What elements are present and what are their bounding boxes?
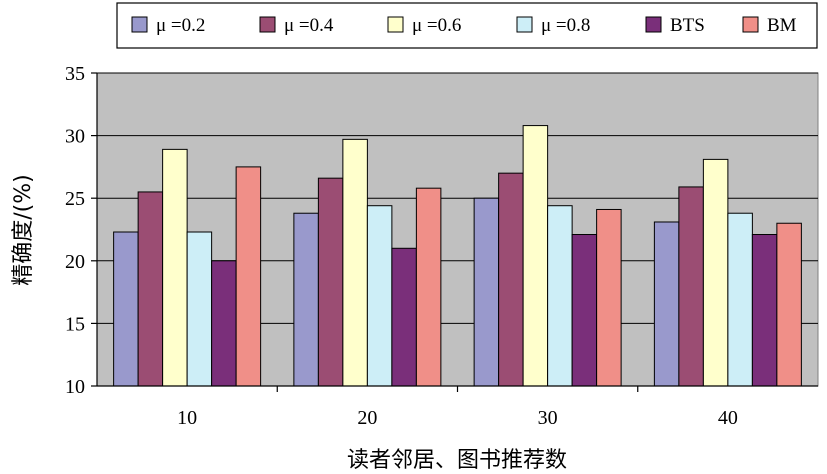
legend-swatch — [387, 16, 404, 33]
y-tick-label: 25 — [65, 188, 85, 210]
x-tick-label: 10 — [177, 407, 197, 429]
legend-swatch — [131, 16, 148, 33]
y-tick-label: 30 — [65, 126, 85, 148]
bar — [473, 197, 500, 387]
bar — [186, 231, 213, 387]
bar — [653, 221, 680, 387]
legend-swatch — [742, 16, 759, 33]
bar — [678, 186, 704, 387]
bar — [293, 212, 319, 387]
bar — [571, 234, 598, 387]
x-tick-label: 40 — [718, 407, 738, 429]
legend-swatch — [259, 16, 276, 33]
bar — [498, 172, 524, 387]
bar — [547, 205, 573, 387]
bar — [342, 138, 368, 387]
y-tick-label: 15 — [65, 313, 85, 335]
bar — [596, 208, 622, 387]
bar — [162, 148, 188, 387]
bar — [702, 158, 729, 387]
legend-swatch — [516, 16, 533, 33]
legend-label: BTS — [670, 15, 705, 36]
y-tick-label: 35 — [65, 63, 85, 85]
bar — [137, 191, 164, 387]
y-tick-label: 10 — [65, 376, 85, 398]
y-axis-title: 精确度/(%) — [11, 174, 36, 285]
legend-box — [116, 2, 818, 49]
bar — [415, 187, 442, 387]
x-tick-label: 30 — [538, 407, 558, 429]
bar — [727, 212, 753, 387]
bar — [522, 125, 549, 387]
legend-label: μ =0.4 — [284, 15, 334, 36]
bar — [776, 222, 802, 387]
bar — [317, 177, 344, 387]
x-axis-title: 读者邻居、图书推荐数 — [347, 448, 567, 473]
bar — [235, 166, 262, 387]
legend-label: μ =0.8 — [541, 15, 590, 36]
y-axis-ticks: 10 15 20 25 30 35 — [65, 63, 97, 398]
bar — [391, 247, 417, 387]
bar — [211, 260, 237, 387]
bar — [113, 231, 139, 387]
bar — [366, 205, 393, 387]
bar — [751, 234, 778, 387]
x-axis-ticks: 10 20 30 40 — [177, 386, 738, 429]
legend-label: μ =0.6 — [412, 15, 461, 36]
y-tick-label: 20 — [65, 251, 85, 273]
legend-label: BM — [767, 15, 797, 36]
x-tick-label: 20 — [357, 407, 377, 429]
legend: μ =0.2 μ =0.4 μ =0.6 μ =0.8 BTS BM — [116, 2, 818, 49]
legend-swatch — [645, 16, 662, 33]
bars — [113, 125, 802, 387]
legend-label: μ =0.2 — [156, 15, 205, 36]
